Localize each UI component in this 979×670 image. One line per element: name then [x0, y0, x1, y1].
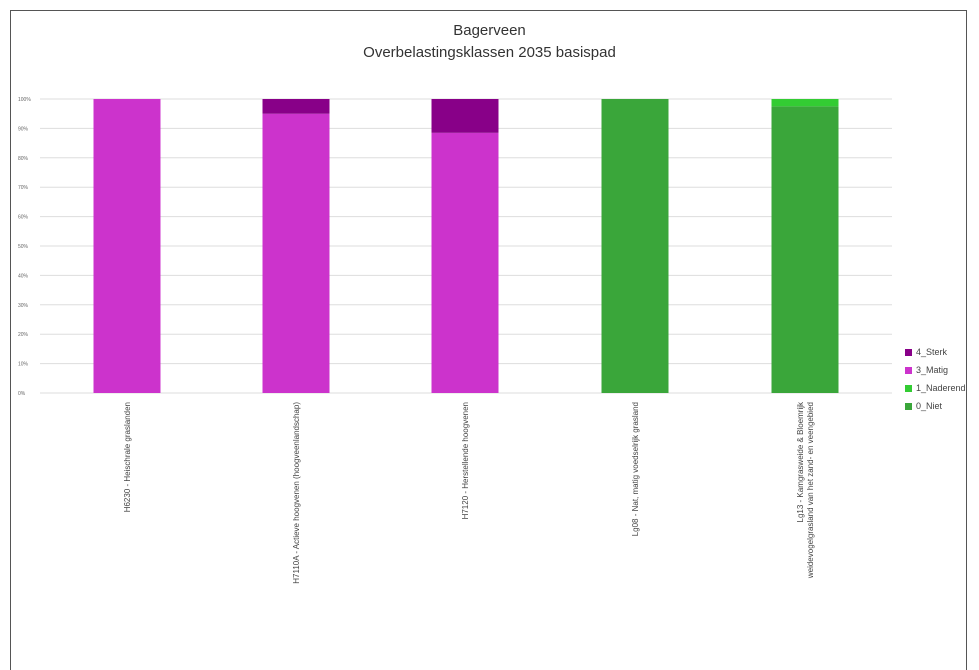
chart-title: Bagerveen [453, 22, 526, 39]
y-tick-label: 80% [18, 156, 29, 162]
legend-label: 1_Naderend [916, 383, 966, 393]
category-label: H6230 - Heischrale graslanden [123, 402, 132, 512]
legend-item: 0_Niet [905, 397, 966, 415]
legend-swatch [905, 402, 912, 410]
y-tick-label: 70% [18, 185, 29, 191]
legend-item: 3_Matig [905, 361, 966, 379]
category-label: H7120 - Herstellende hoogvenen [461, 402, 470, 519]
y-tick-label: 30% [18, 303, 29, 309]
legend-label: 0_Niet [916, 401, 943, 411]
category-label: Lg08 - Nat, matig voedselrijk grasland [631, 402, 640, 536]
category-label: H7110A - Actieve hoogvenen (hoogveenland… [292, 402, 301, 584]
y-tick-label: 0% [18, 391, 26, 397]
bar-segment [262, 99, 330, 114]
y-tick-label: 50% [18, 244, 29, 250]
bar-segment [93, 99, 161, 393]
legend: 4_Sterk 3_Matig 1_Naderend 0_Niet [905, 343, 966, 415]
y-tick-label: 100% [18, 97, 31, 103]
legend-swatch [905, 384, 912, 392]
legend-swatch [905, 366, 912, 374]
bar-segment [771, 106, 839, 393]
legend-item: 4_Sterk [905, 343, 966, 361]
chart-subtitle: Overbelastingsklassen 2035 basispad [363, 44, 616, 61]
bar-segment [771, 99, 839, 107]
y-tick-label: 10% [18, 362, 29, 368]
bar-segment [262, 113, 330, 393]
bar-segment [601, 99, 669, 393]
y-axis: 0% 10% 20% 30% 40% 50% 60% 70% 80% 90% 100% [18, 97, 31, 397]
y-tick-label: 40% [18, 273, 29, 279]
y-tick-label: 60% [18, 215, 29, 221]
y-tick-label: 90% [18, 126, 29, 132]
bar-segment [431, 132, 499, 393]
category-label: Lg13 - Kamgrasweide & Bloemrijkweidevoge… [796, 401, 815, 579]
legend-item: 1_Naderend [905, 379, 966, 397]
y-tick-label: 20% [18, 332, 29, 338]
x-axis: H6230 - Heischrale graslanden H7110A - Ac… [123, 401, 815, 584]
legend-label: 3_Matig [916, 365, 949, 375]
bars [93, 99, 839, 393]
legend-label: 4_Sterk [916, 347, 948, 357]
legend-swatch [905, 348, 912, 356]
bar-segment [431, 99, 499, 133]
